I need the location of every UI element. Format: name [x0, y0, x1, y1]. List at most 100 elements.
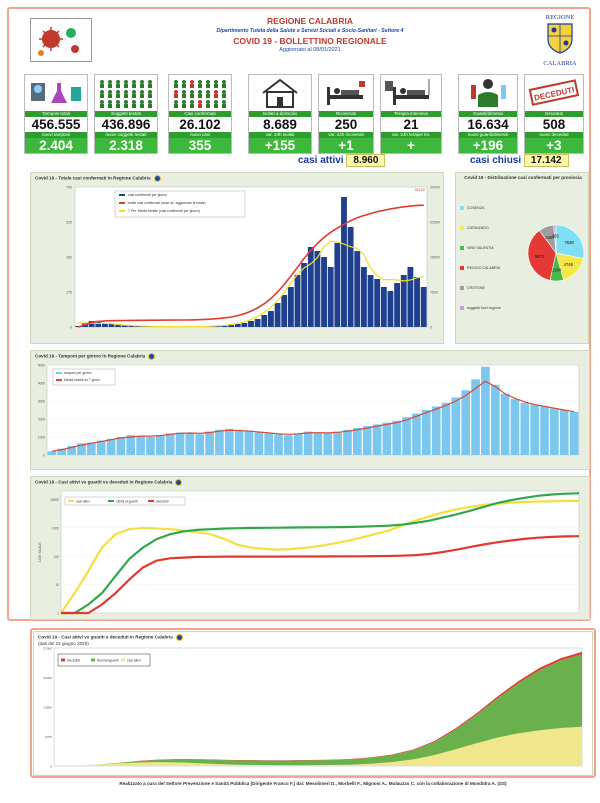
card-label: Soggetti testati: [95, 111, 157, 117]
chart2-bar: [510, 399, 520, 455]
page-frame: [7, 7, 591, 621]
chart1-y2tick: 15000: [430, 256, 440, 260]
chart1-bar: [407, 267, 414, 327]
card-delta-label: var. 24h isolati: [249, 132, 311, 138]
card-label: Terapia intensiva: [381, 111, 441, 117]
chart1-bar: [321, 257, 327, 327]
chart2-bar: [559, 410, 569, 455]
chart4-ytick: 27000: [43, 647, 52, 651]
chart3-ytick: 10: [55, 583, 59, 587]
chart1-bar: [341, 197, 347, 327]
chart3-ytick: 1000: [52, 526, 59, 530]
chart2-bar: [372, 424, 382, 455]
chart1-legend-box: [114, 190, 246, 218]
pie-legend-swatch: [460, 206, 464, 210]
chart-daily-tests: Covid 19 - Tamponi per giorno in Regione…: [30, 350, 590, 470]
card-value: 8.689: [249, 117, 311, 132]
pie-legend-item: CATANZARO: [467, 226, 489, 230]
card-value: 456.555: [25, 117, 87, 132]
chart3-legend-swatch: [148, 500, 154, 502]
chart2-bar: [441, 402, 451, 455]
chart2-bar: [540, 406, 549, 455]
pie-legend: COSENZA CATANZARO VIBO VALENTIA REGGIO CALA…: [460, 206, 501, 310]
chart2-bar: [77, 443, 86, 455]
chart1-bar: [101, 323, 108, 327]
card-isolati-a-domicilio: Isolati a domicilio 8.689 var. 24h isolati…: [248, 74, 312, 154]
chart2-bar: [530, 404, 539, 455]
chart1-ytick: 700: [66, 186, 72, 190]
chart2-bar: [254, 432, 264, 455]
chart1-bar: [281, 295, 288, 327]
chart2-bar: [205, 431, 214, 455]
chart1-y2tick: 7500: [430, 291, 438, 295]
chart2-legend: tamponi per giorno Media mobile su 7 gior…: [52, 368, 116, 386]
deceased-stamp-icon: DECEDUTI: [526, 76, 582, 110]
chart3-legend-item: deceduti: [156, 500, 169, 504]
icu-bed-icon: [382, 76, 440, 110]
chart2-bar: [195, 434, 205, 455]
chart2-bar: [215, 429, 224, 455]
chart2-bar: [293, 433, 303, 455]
footer-credits: Realizzato a cura del Settore Prevenzion…: [119, 781, 507, 786]
chart1-bar: [334, 243, 341, 327]
chart1-ytick: 350: [66, 256, 72, 260]
chart2-bar: [224, 428, 234, 455]
pie-slice-label: 355: [552, 234, 560, 239]
chart3-legend-item: Ultimi ai guariti: [116, 500, 138, 504]
chart2-bar: [431, 406, 441, 455]
card-delta-value: 2.404: [25, 138, 87, 153]
pie-legend-item: COSENZA: [467, 206, 485, 210]
chart3-ytick: 1: [57, 612, 59, 616]
chart2-ytick: 4000: [38, 382, 45, 386]
chart1-bar: [88, 321, 95, 327]
chart2-bar: [392, 420, 402, 455]
chart1-bar: [95, 322, 102, 327]
card-delta-label: var. 24h terapie int.: [381, 132, 441, 138]
chart1-bar: [234, 324, 241, 327]
chart2-bar: [126, 435, 136, 455]
chart1-ytick: 0: [70, 326, 72, 330]
chart2-bar: [303, 431, 313, 455]
card-soggetti-testati: Soggetti testati 436.896 nuovi soggetti te…: [94, 74, 158, 154]
header-title: REGIONE CALABRIA: [267, 16, 353, 26]
chart1-end-label: 26102: [414, 188, 425, 192]
chart3-legend: casi attivi Ultimi ai guariti deceduti: [64, 496, 186, 506]
card-delta-value: +196: [459, 138, 517, 153]
chart2-bar: [155, 435, 165, 455]
chart2-bar: [481, 366, 490, 455]
chart1-ytick: 175: [66, 291, 72, 295]
chart4-ytick: 0: [50, 765, 52, 769]
chart1-legend-item: casi confermati per giorno: [128, 193, 167, 197]
chart2-bar: [451, 397, 461, 455]
virus-icon: [30, 18, 92, 62]
pie-legend-swatch: [460, 286, 464, 290]
card-label: Guariti/dimessi: [459, 111, 517, 117]
closed-cases-label: casi chiusi: [470, 155, 522, 166]
active-cases-label: casi attivi: [298, 155, 344, 166]
chart-active-recovered-deceased: Covid 19 - Casi attivi vs guariti vs dec…: [30, 476, 590, 620]
chart2-legend-item: tamponi per giorno: [64, 371, 92, 375]
chart-stacked-area: Covid 19 - Casi attivi vs guariti e dece…: [33, 631, 593, 776]
chart2-bar: [412, 413, 421, 455]
region-shield-icon: [547, 23, 573, 54]
pie-legend-swatch: [460, 246, 464, 250]
pie-slice: [553, 224, 557, 254]
chart2-bar: [175, 432, 185, 455]
chart2-ytick: 5000: [38, 364, 45, 368]
pie-slice-label: 2387: [545, 235, 555, 240]
chart2-bar: [402, 417, 411, 455]
chart3-deceased-line: [61, 535, 580, 615]
pie-slice-label: 7638: [564, 240, 574, 245]
pie-legend-item: VIBO VALENTIA: [467, 246, 494, 250]
closed-cases-summary: casi chiusi 17.142: [470, 154, 569, 167]
card-delta-value: +1: [319, 138, 373, 153]
chart4-title: Covid 19 - Casi attivi vs guariti e dece…: [38, 634, 183, 641]
chart3-plot-area: [60, 490, 580, 614]
card-delta-value: +: [381, 138, 441, 153]
region-logo: REGIONE CALABRIA: [532, 14, 588, 70]
chart4-legend-swatch: [91, 658, 95, 662]
chart2-bar: [165, 433, 175, 455]
chart4-legend-item: Nonmenguariti: [97, 659, 119, 663]
chart4-active-area: [54, 726, 582, 766]
chart2-bar: [323, 433, 333, 455]
